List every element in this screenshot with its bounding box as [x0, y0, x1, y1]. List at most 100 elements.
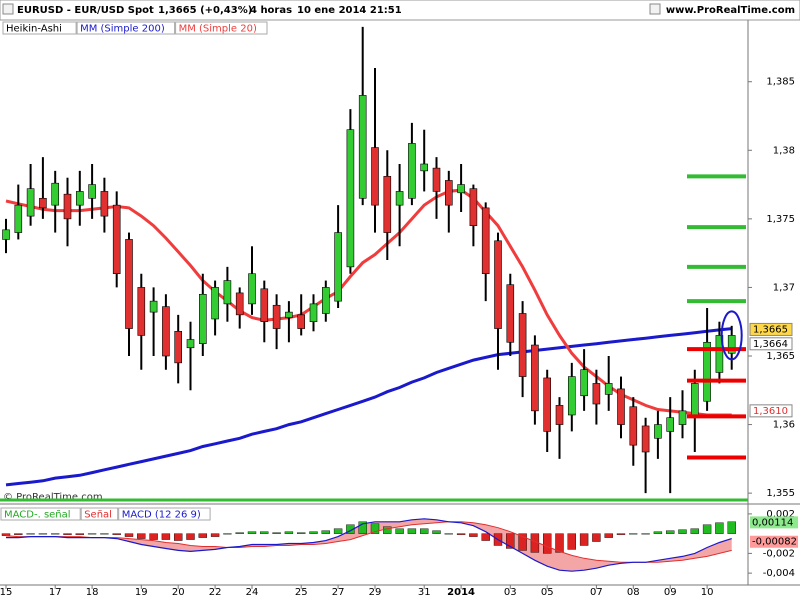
- candle-body: [518, 313, 527, 377]
- legend-box: [76, 21, 176, 35]
- macd-histogram-bar: [309, 531, 318, 534]
- macd-histogram-bar: [690, 528, 699, 534]
- macd-histogram-bar: [555, 533, 564, 553]
- x-tick-label: 15: [0, 587, 12, 598]
- candle-body: [26, 188, 35, 217]
- y-tick-label: 1,375: [766, 214, 795, 225]
- price-tag: [749, 322, 793, 336]
- candle-body: [199, 293, 207, 344]
- macd-histogram-bar: [653, 531, 663, 534]
- legend-box: [2, 21, 77, 35]
- candle-body: [629, 406, 638, 446]
- macd-histogram-bar: [629, 533, 638, 535]
- macd-histogram-bar: [432, 530, 441, 534]
- candle-body: [703, 341, 711, 402]
- macd-histogram-bar: [506, 533, 515, 549]
- candle-body: [408, 143, 416, 199]
- macd-histogram-bar: [75, 533, 85, 535]
- datetime: 10 ene 2014 21:51: [297, 5, 402, 16]
- x-tick-label: 24: [246, 587, 259, 598]
- macd-histogram-bar: [173, 533, 183, 541]
- x-tick-label: 08: [627, 587, 640, 598]
- last-price: 1,3665 (+0,43%): [158, 5, 252, 16]
- legend-box: [175, 21, 268, 35]
- x-tick-label: 09: [664, 587, 677, 598]
- macd-histogram-bar: [481, 533, 490, 541]
- candle-body: [420, 163, 429, 172]
- menu-icon[interactable]: [2, 3, 14, 15]
- candle-body: [272, 304, 281, 329]
- legend-label: Heikin-Ashi: [6, 24, 62, 35]
- macd-histogram-bar: [260, 531, 269, 534]
- y-tick-label: 1,355: [766, 488, 795, 499]
- macd-histogram-bar: [592, 533, 601, 542]
- macd-y-tick-label: 0,002: [766, 509, 795, 520]
- macd-histogram-bar: [370, 523, 380, 534]
- candle-body: [457, 184, 465, 194]
- moving-average: [5, 327, 732, 487]
- macd-histogram-bar: [678, 529, 687, 534]
- candle-body: [14, 204, 23, 233]
- y-tick-label: 1,37: [773, 282, 795, 293]
- y-tick-label: 1,36: [773, 420, 795, 431]
- candle-body: [174, 331, 182, 364]
- candle-body: [641, 425, 650, 453]
- candle-body: [506, 284, 515, 343]
- macd-legend-box: [118, 507, 211, 521]
- macd-histogram-bar: [63, 533, 72, 535]
- candle-body: [604, 383, 613, 395]
- macd-histogram-bar: [161, 533, 171, 540]
- candle-body: [63, 193, 72, 220]
- macd-histogram-bar: [444, 533, 453, 535]
- candle-body: [567, 376, 576, 416]
- macd-histogram-bar: [333, 528, 343, 534]
- candle-body: [235, 292, 244, 316]
- x-tick-label: 27: [332, 587, 345, 598]
- macd-legend-label: MACD-. señal: [4, 510, 71, 521]
- macd-histogram-bar: [579, 533, 589, 546]
- x-tick-label: 22: [209, 587, 222, 598]
- macd-signal-line: [5, 521, 732, 563]
- macd-histogram-bar: [247, 531, 257, 534]
- macd-histogram-bar: [469, 533, 478, 537]
- legend-label: MM (Simple 20): [179, 24, 257, 35]
- candle-body: [211, 287, 219, 320]
- macd-histogram-bar: [272, 532, 281, 534]
- macd-histogram-bar: [297, 532, 306, 534]
- y-tick-label: 1,365: [766, 351, 795, 362]
- y-tick-label: 1,385: [766, 77, 795, 88]
- macd-histogram-bar: [727, 521, 736, 534]
- candle-body: [358, 95, 367, 199]
- candle-body: [383, 176, 392, 233]
- price-tag-label: 1,3664: [753, 339, 788, 350]
- candle-body: [112, 204, 121, 275]
- watermark: © ProRealTime.com: [3, 492, 103, 503]
- x-tick-label: 20: [172, 587, 185, 598]
- candle-body: [715, 335, 724, 373]
- candle-body: [2, 229, 10, 240]
- candle-body: [580, 369, 588, 397]
- candle-body: [494, 240, 502, 329]
- macd-tag: [750, 535, 798, 548]
- macd-histogram-bar: [604, 533, 613, 538]
- macd-histogram-bar: [518, 533, 527, 551]
- candle-body: [555, 405, 564, 425]
- macd-histogram-bar: [14, 533, 23, 535]
- candle-body: [137, 287, 146, 336]
- candle-body: [39, 197, 47, 209]
- candle-body: [162, 306, 170, 357]
- candle-body: [125, 239, 133, 329]
- macd-histogram-bar: [715, 522, 724, 534]
- candle-body: [444, 180, 453, 206]
- x-tick-label: 2014: [447, 587, 475, 598]
- header-bar: [0, 0, 800, 21]
- candle-body: [469, 188, 478, 227]
- window-button[interactable]: [649, 3, 661, 15]
- candle-body: [481, 207, 490, 275]
- x-tick-label: 31: [418, 587, 431, 598]
- candle-body: [617, 388, 625, 425]
- macd-histogram-bar: [616, 533, 626, 535]
- macd-signal-fill: [6, 518, 732, 572]
- macd-tag-label: 0,00114: [752, 517, 793, 528]
- candle-body: [100, 191, 109, 217]
